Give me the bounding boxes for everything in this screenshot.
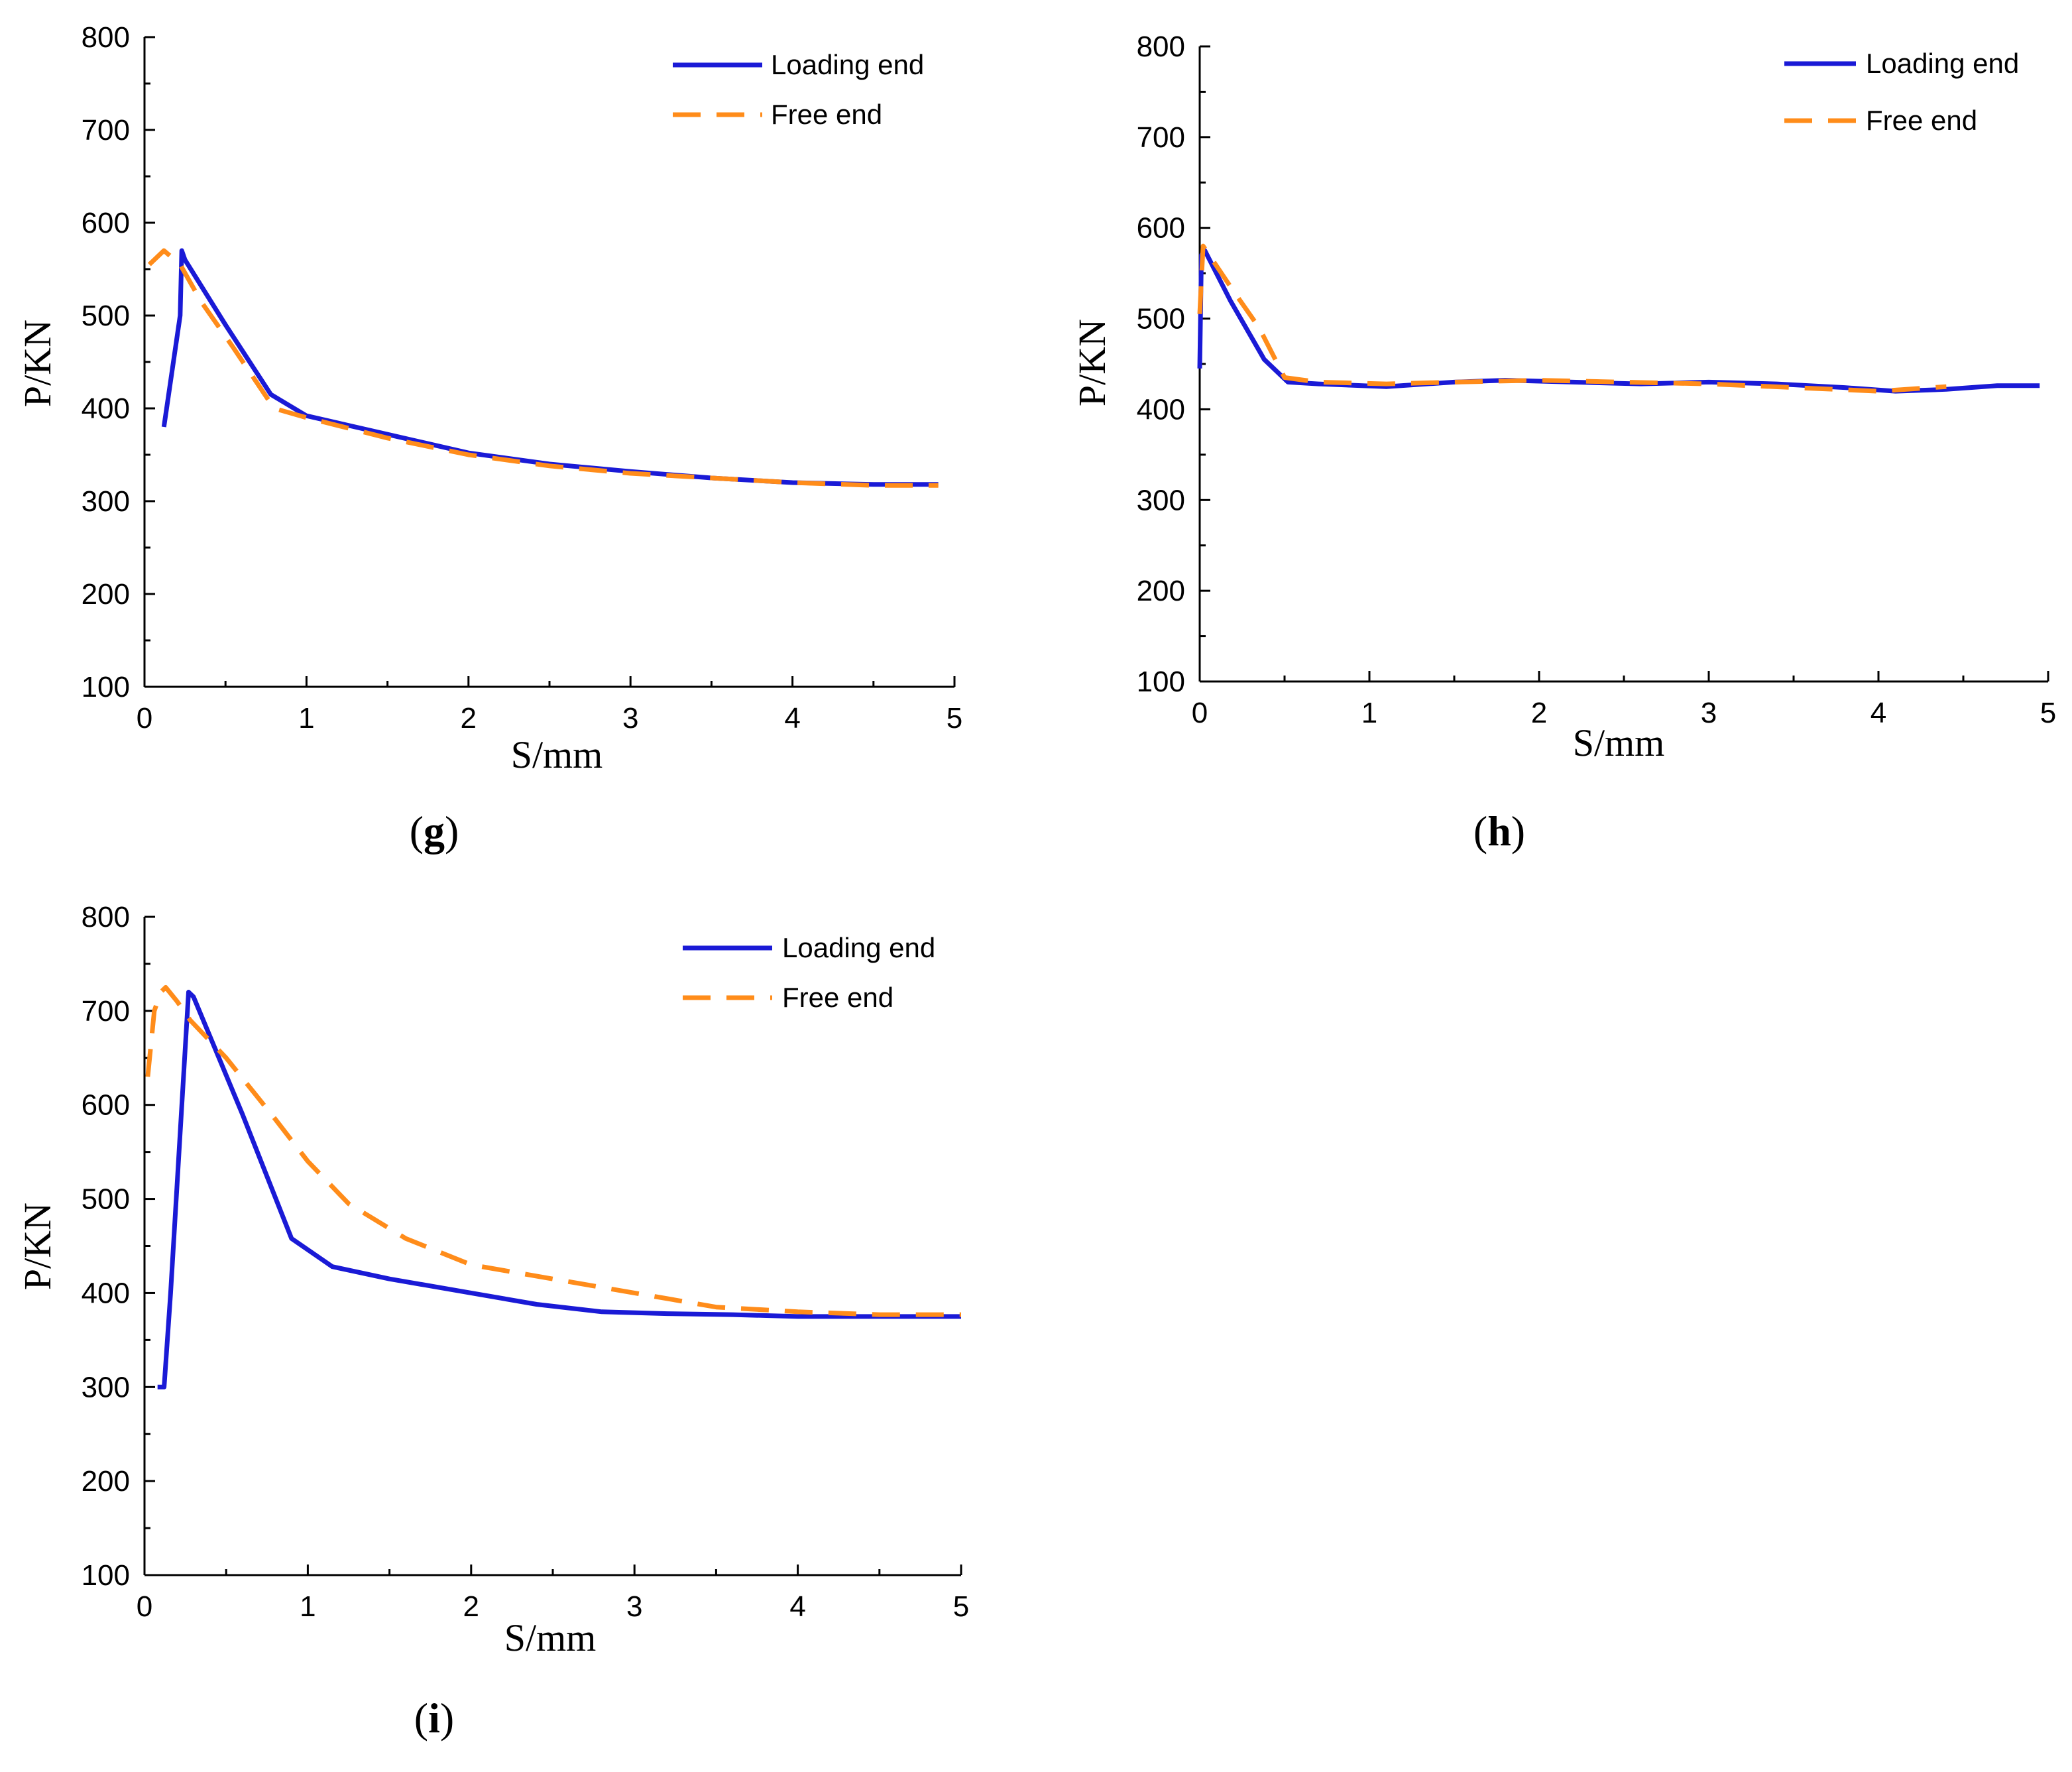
chart-panel-i: 0 1 2 3 4 5 100 200 300 400 500 600 700 800 S/mm P/KN Lo… [16,901,969,1742]
x-tick-label: 4 [784,702,800,735]
x-tick-label: 3 [622,702,638,735]
y-tick-label: 700 [82,995,130,1028]
panel-label: (i) [414,1694,454,1742]
legend-label: Free end [771,99,882,130]
x-tick-label: 4 [789,1590,805,1623]
x-tick-label: 3 [1701,697,1717,729]
y-tick-label: 400 [82,392,130,425]
series-line-free-end [147,248,939,488]
x-tick-label: 4 [1871,697,1886,729]
series-line-loading-end [1197,248,2040,394]
y-axis-title: P/KN [1070,319,1114,406]
series-line-free-end [145,984,961,1317]
x-axis-title: S/mm [504,1616,597,1659]
x-tick-label: 1 [1361,697,1377,729]
y-tick-label: 200 [1137,575,1185,607]
y-tick-label: 100 [1137,666,1185,698]
y-axis-title: P/KN [16,1203,59,1290]
y-tick-label: 300 [1137,484,1185,516]
y-tick-label: 200 [82,578,130,611]
x-tick-label: 1 [298,702,314,735]
y-tick-label: 500 [82,300,130,332]
x-tick-label: 5 [947,702,962,735]
x-tick-label: 0 [137,1590,152,1623]
y-tick-label: 700 [82,114,130,147]
y-tick-label: 600 [82,1089,130,1122]
y-tick-label: 100 [82,1559,130,1592]
x-tick-label: 1 [300,1590,316,1623]
x-tick-label: 0 [1192,697,1208,729]
legend-label: Free end [782,982,893,1013]
legend-label: Loading end [1866,48,2019,79]
y-tick-label: 800 [82,21,130,54]
x-tick-label: 2 [463,1590,479,1623]
x-tick-label: 3 [626,1590,642,1623]
legend-label: Loading end [782,932,935,963]
panel-label: (h) [1473,807,1525,855]
y-tick-label: 300 [82,1371,130,1403]
x-tick-label: 5 [953,1590,969,1623]
y-tick-label: 100 [82,671,130,703]
x-tick-label: 2 [461,702,477,735]
y-tick-label: 300 [82,485,130,518]
panel-label: (g) [410,807,459,855]
y-tick-label: 800 [1137,30,1185,63]
y-tick-label: 400 [82,1277,130,1309]
x-tick-label: 0 [137,702,152,735]
y-tick-label: 600 [1137,212,1185,245]
series-line-loading-end [161,248,939,487]
legend-label: Loading end [771,49,924,80]
y-tick-label: 400 [1137,393,1185,426]
y-tick-label: 500 [82,1183,130,1216]
chart-panel-g: 0 1 2 3 4 5 100 200 300 400 500 600 700 800 S/mm P/KN Lo… [16,21,962,855]
y-tick-label: 600 [82,207,130,239]
y-axis-title: P/KN [16,320,59,407]
x-tick-label: 5 [2040,697,2056,729]
x-tick-label: 2 [1531,697,1547,729]
x-axis-title: S/mm [511,733,603,776]
y-tick-label: 200 [82,1465,130,1498]
series-line-free-end [1197,243,1947,394]
y-tick-label: 800 [82,901,130,933]
chart-panel-h: 0 1 2 3 4 5 100 200 300 400 500 600 700 800 S/mm P/KN Lo… [1070,30,2056,855]
legend-label: Free end [1866,105,1977,136]
x-axis-title: S/mm [1573,721,1665,764]
y-tick-label: 700 [1137,121,1185,154]
series-line-loading-end [157,990,961,1389]
y-tick-label: 500 [1137,303,1185,335]
